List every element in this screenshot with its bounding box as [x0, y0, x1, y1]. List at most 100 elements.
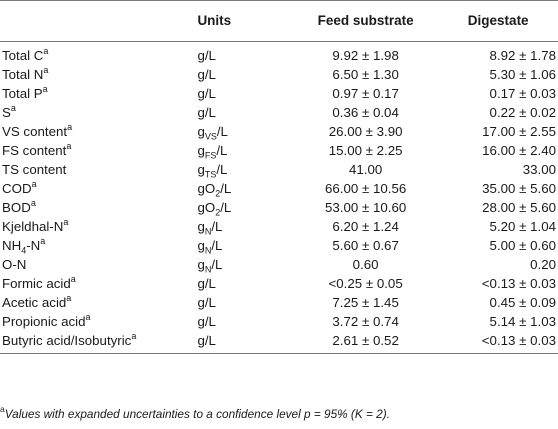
- unit-cell: g/L: [195, 65, 292, 84]
- parameter-name: S: [2, 105, 11, 120]
- unit-text: g/L: [197, 295, 216, 310]
- parameter-cell: Total Pa: [0, 84, 195, 103]
- digestate-value: 5.14 ± 1.03: [489, 314, 556, 329]
- unit-base: gO: [197, 181, 216, 196]
- footnote-reference: a: [43, 45, 49, 56]
- feed-substrate-value: 6.20 ± 1.24: [332, 219, 399, 234]
- unit-cell: g/L: [195, 331, 293, 354]
- unit-cell: gTS/L: [195, 160, 292, 179]
- table-row: Propionic acida g/L 3.72 ± 0.74 5.14 ± 1.03: [0, 312, 558, 331]
- parameter-name: Formic acid: [2, 276, 71, 291]
- unit-subscript: 2: [215, 188, 221, 199]
- parameter-name: Propionic acid: [2, 314, 86, 329]
- unit-cell: gN/L: [195, 236, 292, 255]
- footnote-reference: a: [131, 330, 137, 341]
- parameter-name: Acetic acid: [2, 295, 67, 310]
- parameter-cell: TS content: [0, 160, 195, 179]
- digestate-value: 35.00 ± 5.60: [482, 181, 556, 196]
- digestate-value: 5.30 ± 1.06: [489, 67, 556, 82]
- parameter-cell: Acetic acida: [0, 293, 195, 312]
- parameter-name: O-N: [2, 257, 27, 272]
- digestate-value: 0.22 ± 0.02: [489, 105, 556, 120]
- unit-subscript: 2: [215, 207, 221, 218]
- unit-subscript: N: [204, 245, 212, 256]
- parameter-name: Total N: [2, 67, 44, 82]
- unit-text: g/L: [197, 276, 216, 291]
- unit-cell: g/L: [195, 84, 292, 103]
- feed-substrate-value: 2.61 ± 0.52: [292, 331, 439, 354]
- unit-cell: gN/L: [195, 217, 292, 236]
- parameter-cell: BODa: [0, 198, 195, 217]
- parameter-name: Total P: [2, 86, 43, 101]
- unit-cell: gO2/L: [195, 179, 292, 198]
- parameter-name: VS content: [2, 124, 68, 139]
- unit-subscript: VS: [204, 131, 217, 142]
- digestate-value: 0.17 ± 0.03: [489, 86, 556, 101]
- feed-substrate-value: 15.00 ± 2.25: [328, 143, 403, 158]
- footnote-reference: a: [67, 121, 73, 132]
- header-row: Units Feed substrate Digestate: [0, 0, 558, 42]
- parameter-subscript: 4: [21, 245, 27, 256]
- footnote-reference: a: [42, 83, 48, 94]
- unit-cell: g/L: [195, 42, 292, 66]
- digestate-value: 5.00 ± 0.60: [489, 238, 556, 253]
- feed-substrate-value: 0.97 ± 0.17: [332, 86, 399, 101]
- digestate-value: 33.00: [522, 162, 556, 177]
- digestate-value: 0.20: [530, 257, 556, 272]
- unit-text: g/L: [197, 86, 216, 101]
- unit-base: g: [197, 257, 205, 272]
- table-row: Sa g/L 0.36 ± 0.04 0.22 ± 0.02: [0, 103, 558, 122]
- unit-tail: /L: [220, 181, 232, 196]
- unit-base: g: [197, 143, 205, 158]
- table-header: Units Feed substrate Digestate: [0, 0, 558, 42]
- table-row: Formic acida g/L <0.25 ± 0.05 <0.13 ± 0.03: [0, 274, 558, 293]
- header-feed-substrate: Feed substrate: [292, 0, 439, 42]
- unit-subscript: N: [204, 264, 212, 275]
- feed-substrate-value: 7.25 ± 1.45: [332, 295, 399, 310]
- parameter-cell: Propionic acida: [0, 312, 195, 331]
- unit-cell: gFS/L: [195, 141, 292, 160]
- feed-substrate-value: 0.60: [352, 257, 379, 272]
- digestate-value: 0.45 ± 0.09: [489, 295, 556, 310]
- parameter-name: Total C: [2, 48, 44, 63]
- footnote-reference: a: [63, 216, 69, 227]
- unit-tail: /L: [211, 257, 223, 272]
- parameter-name: Kjeldhal-N: [2, 219, 64, 234]
- footnote-reference: a: [40, 235, 46, 246]
- footnote-reference: a: [31, 178, 37, 189]
- table-row: Kjeldhal-Na gN/L 6.20 ± 1.24 5.20 ± 1.04: [0, 217, 558, 236]
- table-footnote: aValues with expanded uncertainties to a…: [0, 404, 390, 421]
- digestate-value: 28.00 ± 5.60: [482, 200, 556, 215]
- digestate-value: <0.13 ± 0.03: [438, 331, 558, 354]
- parameter-name: TS content: [2, 162, 67, 177]
- feed-substrate-value: 41.00: [348, 162, 383, 177]
- unit-cell: g/L: [195, 293, 292, 312]
- feed-substrate-value: 26.00 ± 3.90: [328, 124, 403, 139]
- parameter-cell: Sa: [0, 103, 195, 122]
- parameter-cell: O-N: [0, 255, 195, 274]
- feed-substrate-value: 0.36 ± 0.04: [332, 105, 399, 120]
- unit-subscript: FS: [204, 150, 217, 161]
- table-row: CODa gO2/L 66.00 ± 10.56 35.00 ± 5.60: [0, 179, 558, 198]
- table-row: Butyric acid/Isobutyrica g/L 2.61 ± 0.52 <0…: [0, 331, 558, 354]
- header-units: Units: [195, 0, 293, 42]
- digestate-value: 8.92 ± 1.78: [489, 48, 556, 63]
- feed-substrate-value: 6.50 ± 1.30: [332, 67, 399, 82]
- unit-cell: g/L: [195, 103, 292, 122]
- parameter-cell: Total Na: [0, 65, 195, 84]
- unit-text: g/L: [197, 314, 216, 329]
- table-row: TS content gTS/L 41.00 33.00: [0, 160, 558, 179]
- parameter-name: FS content: [2, 143, 67, 158]
- parameter-name: COD: [2, 181, 32, 196]
- footnote-reference: a: [10, 102, 16, 113]
- feed-substrate-value: 9.92 ± 1.98: [332, 48, 399, 63]
- unit-tail: /L: [216, 162, 228, 177]
- parameter-name-tail: -N: [26, 238, 41, 253]
- unit-text: g/L: [197, 48, 216, 63]
- footnote-marker: a: [0, 404, 5, 415]
- unit-cell: g/L: [195, 312, 292, 331]
- footnote-reference: a: [43, 64, 49, 75]
- unit-tail: /L: [216, 124, 228, 139]
- table-row: Total Ca g/L 9.92 ± 1.98 8.92 ± 1.78: [0, 42, 558, 66]
- feed-substrate-value: <0.25 ± 0.05: [328, 276, 403, 291]
